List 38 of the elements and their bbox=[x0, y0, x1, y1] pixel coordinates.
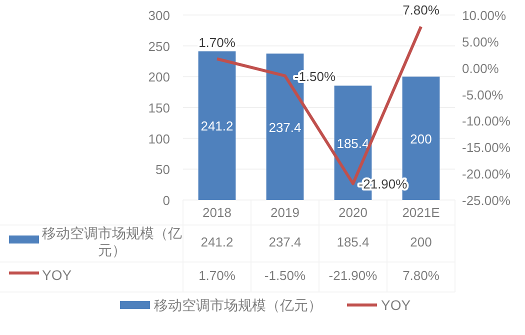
y2-tick-label: -20.00% bbox=[462, 166, 511, 182]
data-label: 7.80% bbox=[402, 268, 440, 283]
y-tick-label: 100 bbox=[148, 131, 170, 146]
data-label: 185.4 bbox=[336, 234, 370, 250]
y-tick-label: 0 bbox=[162, 193, 170, 208]
text: YOY bbox=[42, 266, 72, 282]
y-tick-label: 200 bbox=[148, 70, 170, 85]
text: 241.2 bbox=[200, 118, 234, 134]
y2-tick-label: -25.00% bbox=[462, 193, 511, 208]
x-tick-label: 2018 bbox=[202, 205, 232, 220]
legend-label: YOY bbox=[381, 297, 412, 313]
x-tick-label: 2020 bbox=[338, 205, 368, 220]
legend-label: 移动空调市场规模（亿元） bbox=[42, 224, 182, 258]
data-label: 1.70% bbox=[198, 268, 236, 283]
bar bbox=[198, 51, 236, 200]
y2-tick-label: 5.00% bbox=[462, 34, 500, 50]
data-label: 241.2 bbox=[200, 234, 234, 250]
y2-tick-label: -15.00% bbox=[462, 140, 511, 156]
y-tick-label: 300 bbox=[148, 8, 170, 23]
x-tick-label: 2019 bbox=[270, 205, 300, 220]
text: 185.4 bbox=[336, 136, 370, 151]
text: 1.70% bbox=[198, 34, 236, 50]
text: 237.4 bbox=[268, 120, 302, 135]
legend: 移动空调市场规模（亿元） YOY bbox=[120, 297, 411, 313]
y2-tick-label: -5.00% bbox=[462, 87, 504, 102]
text: 7.80% bbox=[402, 2, 440, 18]
data-label: -21.90% bbox=[328, 268, 378, 283]
data-label: -1.50% bbox=[264, 268, 306, 283]
data-label: 237.4 bbox=[268, 234, 302, 250]
x-tick-label: 2021E bbox=[402, 205, 440, 220]
y-tick-label: 250 bbox=[148, 38, 170, 54]
y2-tick-label: -10.00% bbox=[462, 114, 511, 129]
y-tick-label: 50 bbox=[156, 162, 170, 178]
y-tick-label: 150 bbox=[148, 100, 170, 116]
y2-tick-label: 0.00% bbox=[462, 60, 500, 76]
text: 200 bbox=[410, 131, 432, 146]
y2-tick-label: 10.00% bbox=[462, 8, 507, 23]
data-label: 200 bbox=[410, 234, 432, 250]
